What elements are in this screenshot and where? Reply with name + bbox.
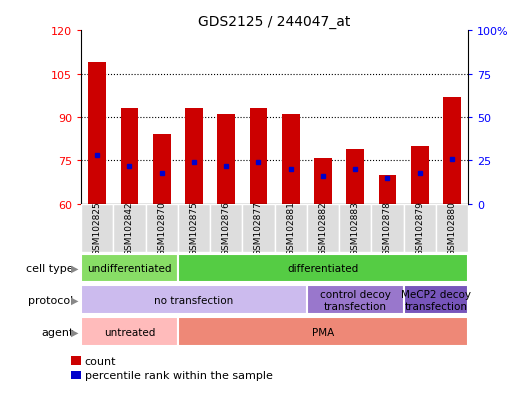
Text: undifferentiated: undifferentiated xyxy=(87,263,172,273)
FancyBboxPatch shape xyxy=(210,204,242,252)
FancyBboxPatch shape xyxy=(371,204,404,252)
Text: GSM102825: GSM102825 xyxy=(93,201,101,256)
FancyBboxPatch shape xyxy=(339,204,371,252)
FancyBboxPatch shape xyxy=(178,254,468,282)
FancyBboxPatch shape xyxy=(178,318,468,346)
Text: ▶: ▶ xyxy=(71,295,78,305)
Text: count: count xyxy=(85,356,116,366)
Text: untreated: untreated xyxy=(104,327,155,337)
Text: GSM102878: GSM102878 xyxy=(383,201,392,256)
FancyBboxPatch shape xyxy=(81,286,307,314)
Bar xyxy=(71,371,81,380)
Text: GSM102882: GSM102882 xyxy=(319,201,327,256)
Text: control decoy
transfection: control decoy transfection xyxy=(320,289,391,311)
Text: GSM102875: GSM102875 xyxy=(189,201,198,256)
Text: agent: agent xyxy=(41,327,73,337)
Text: MeCP2 decoy
transfection: MeCP2 decoy transfection xyxy=(401,289,471,311)
Text: ▶: ▶ xyxy=(71,263,78,273)
Text: no transfection: no transfection xyxy=(154,295,234,305)
FancyBboxPatch shape xyxy=(404,204,436,252)
Bar xyxy=(153,135,170,204)
Bar xyxy=(185,109,203,204)
FancyBboxPatch shape xyxy=(404,286,468,314)
FancyBboxPatch shape xyxy=(307,286,404,314)
Bar xyxy=(346,150,364,204)
FancyBboxPatch shape xyxy=(178,204,210,252)
Bar xyxy=(249,109,267,204)
FancyBboxPatch shape xyxy=(113,204,145,252)
Title: GDS2125 / 244047_at: GDS2125 / 244047_at xyxy=(198,14,351,28)
FancyBboxPatch shape xyxy=(81,318,178,346)
Bar xyxy=(218,115,235,204)
Text: ▶: ▶ xyxy=(71,327,78,337)
Text: GSM102880: GSM102880 xyxy=(448,201,457,256)
Bar xyxy=(282,115,300,204)
Text: GSM102881: GSM102881 xyxy=(286,201,295,256)
Text: PMA: PMA xyxy=(312,327,334,337)
Text: GSM102870: GSM102870 xyxy=(157,201,166,256)
Text: percentile rank within the sample: percentile rank within the sample xyxy=(85,370,272,380)
Text: GSM102842: GSM102842 xyxy=(125,201,134,255)
Text: GSM102883: GSM102883 xyxy=(351,201,360,256)
FancyBboxPatch shape xyxy=(307,204,339,252)
Text: differentiated: differentiated xyxy=(287,263,359,273)
Text: GSM102877: GSM102877 xyxy=(254,201,263,256)
Bar xyxy=(71,356,81,365)
Bar xyxy=(379,176,396,204)
Bar xyxy=(443,97,461,204)
FancyBboxPatch shape xyxy=(242,204,275,252)
Bar xyxy=(88,63,106,204)
Bar xyxy=(411,147,428,204)
FancyBboxPatch shape xyxy=(145,204,178,252)
FancyBboxPatch shape xyxy=(436,204,468,252)
FancyBboxPatch shape xyxy=(81,254,178,282)
Text: GSM102876: GSM102876 xyxy=(222,201,231,256)
FancyBboxPatch shape xyxy=(81,204,113,252)
Text: GSM102879: GSM102879 xyxy=(415,201,424,256)
Text: protocol: protocol xyxy=(28,295,73,305)
Text: cell type: cell type xyxy=(26,263,73,273)
FancyBboxPatch shape xyxy=(275,204,307,252)
Bar xyxy=(314,158,332,204)
Bar xyxy=(121,109,138,204)
